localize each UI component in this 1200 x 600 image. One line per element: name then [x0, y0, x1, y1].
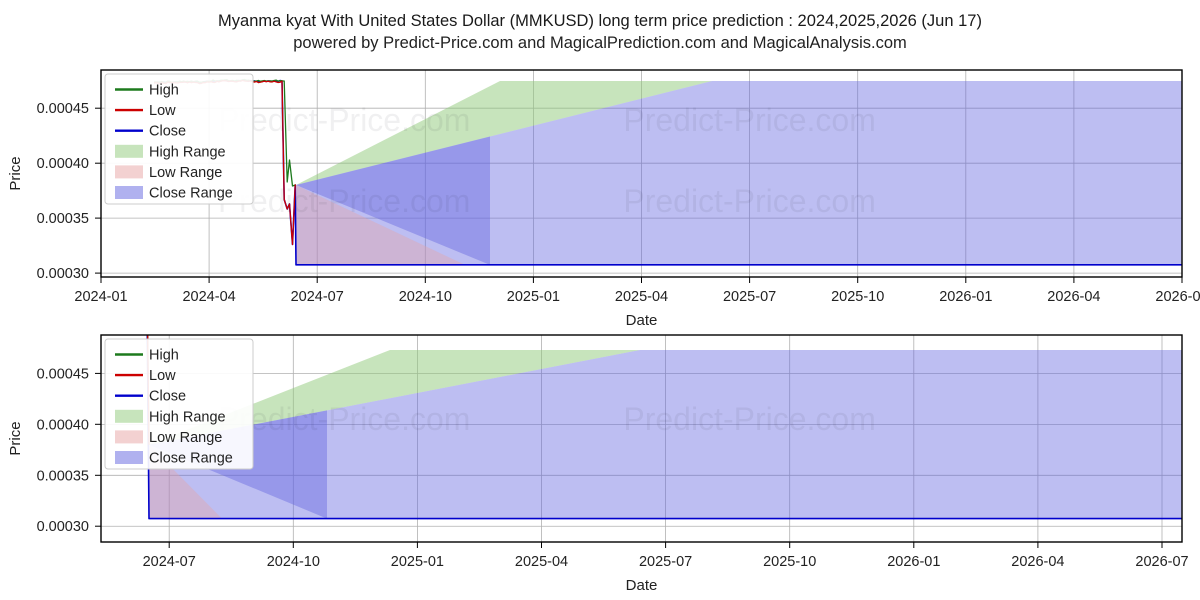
svg-text:0.00045: 0.00045: [37, 366, 89, 382]
svg-text:2025-04: 2025-04: [515, 554, 568, 570]
svg-text:High Range: High Range: [149, 409, 226, 425]
svg-text:2026-04: 2026-04: [1011, 554, 1064, 570]
svg-text:2024-10: 2024-10: [267, 554, 320, 570]
svg-text:High: High: [149, 348, 179, 364]
svg-text:Close Range: Close Range: [149, 451, 233, 467]
svg-text:2026-07: 2026-07: [1135, 554, 1188, 570]
svg-text:2025-01: 2025-01: [391, 554, 444, 570]
svg-text:2026-01: 2026-01: [887, 554, 940, 570]
svg-text:0.00035: 0.00035: [37, 468, 89, 484]
svg-text:Low: Low: [149, 368, 176, 384]
svg-text:Predict-Price.com: Predict-Price.com: [623, 401, 876, 437]
svg-text:Predict-Price.com: Predict-Price.com: [218, 401, 471, 437]
svg-text:2025-10: 2025-10: [763, 554, 816, 570]
svg-text:2025-07: 2025-07: [639, 554, 692, 570]
svg-text:Low Range: Low Range: [149, 430, 222, 446]
svg-text:Close: Close: [149, 389, 186, 405]
svg-text:Price: Price: [7, 421, 24, 455]
svg-text:0.00040: 0.00040: [37, 417, 89, 433]
svg-text:2024-07: 2024-07: [143, 554, 196, 570]
svg-text:Date: Date: [626, 577, 658, 594]
svg-text:0.00030: 0.00030: [37, 519, 89, 535]
